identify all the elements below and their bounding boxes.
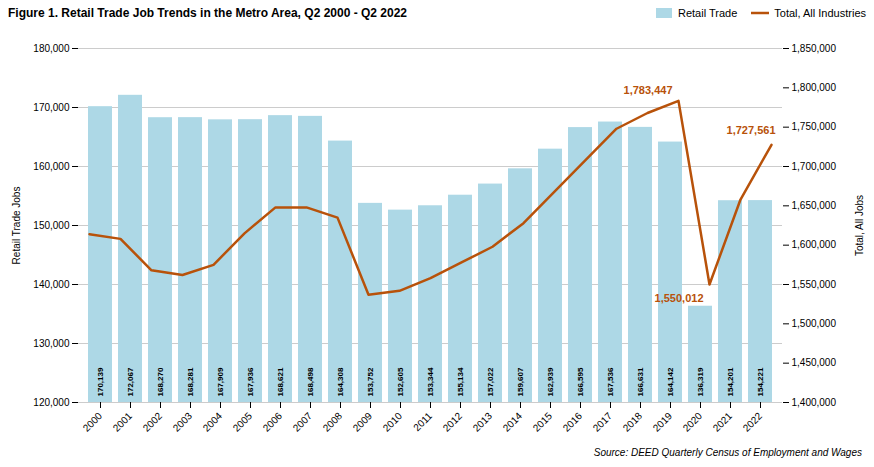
svg-text:153,752: 153,752 <box>366 367 375 396</box>
svg-text:1,783,447: 1,783,447 <box>624 84 673 96</box>
svg-text:2020: 2020 <box>681 410 705 434</box>
svg-text:2021: 2021 <box>711 410 735 434</box>
svg-text:154,221: 154,221 <box>756 367 765 396</box>
svg-text:1,727,561: 1,727,561 <box>727 124 776 136</box>
svg-text:1,700,000: 1,700,000 <box>792 161 837 172</box>
svg-text:2008: 2008 <box>321 410 345 434</box>
svg-text:164,142: 164,142 <box>666 367 675 396</box>
svg-text:164,308: 164,308 <box>336 367 345 396</box>
svg-text:166,631: 166,631 <box>636 367 645 396</box>
svg-text:166,595: 166,595 <box>576 367 585 396</box>
svg-text:167,909: 167,909 <box>216 367 225 396</box>
svg-text:170,139: 170,139 <box>96 367 105 396</box>
svg-text:2009: 2009 <box>351 410 375 434</box>
svg-text:152,605: 152,605 <box>396 367 405 396</box>
svg-text:167,536: 167,536 <box>606 367 615 396</box>
svg-text:168,281: 168,281 <box>186 367 195 396</box>
svg-text:153,344: 153,344 <box>426 367 435 396</box>
html-text:Figure 1. Retail Trade Job Tre: Figure 1. Retail Trade Job Trends in the… <box>8 6 407 20</box>
svg-text:2002: 2002 <box>141 410 165 434</box>
svg-text:162,939: 162,939 <box>546 367 555 396</box>
svg-text:1,500,000: 1,500,000 <box>792 318 837 329</box>
svg-text:167,936: 167,936 <box>246 367 255 396</box>
svg-text:1,750,000: 1,750,000 <box>792 121 837 132</box>
svg-text:2006: 2006 <box>261 410 285 434</box>
svg-text:2000: 2000 <box>81 410 105 434</box>
svg-text:2003: 2003 <box>171 410 195 434</box>
svg-text:2016: 2016 <box>561 410 585 434</box>
svg-text:130,000: 130,000 <box>33 338 70 349</box>
svg-text:170,000: 170,000 <box>33 102 70 113</box>
svg-text:2007: 2007 <box>291 410 315 434</box>
svg-text:2001: 2001 <box>111 410 135 434</box>
svg-text:1,850,000: 1,850,000 <box>792 43 837 54</box>
svg-text:2004: 2004 <box>201 410 225 434</box>
svg-text:160,000: 160,000 <box>33 161 70 172</box>
svg-text:1,550,000: 1,550,000 <box>792 279 837 290</box>
svg-text:2012: 2012 <box>441 410 465 434</box>
html-text:Retail Trade: Retail Trade <box>678 7 738 19</box>
svg-text:140,000: 140,000 <box>33 279 70 290</box>
svg-text:120,000: 120,000 <box>33 397 70 408</box>
svg-text:2010: 2010 <box>381 410 405 434</box>
svg-text:2019: 2019 <box>651 410 675 434</box>
svg-text:Retail Trade Jobs: Retail Trade Jobs <box>11 187 22 265</box>
svg-text:2013: 2013 <box>471 410 495 434</box>
svg-text:155,134: 155,134 <box>456 367 465 396</box>
svg-text:1,400,000: 1,400,000 <box>792 397 837 408</box>
svg-text:2011: 2011 <box>411 410 434 433</box>
svg-text:2018: 2018 <box>621 410 645 434</box>
svg-text:168,498: 168,498 <box>306 367 315 396</box>
svg-text:2015: 2015 <box>531 410 555 434</box>
svg-text:1,800,000: 1,800,000 <box>792 82 837 93</box>
svg-text:1,600,000: 1,600,000 <box>792 239 837 250</box>
html-text:Total, All Industries: Total, All Industries <box>774 7 866 19</box>
svg-text:2017: 2017 <box>591 410 615 434</box>
svg-text:1,550,012: 1,550,012 <box>655 292 704 304</box>
svg-text:Total, All Jobs: Total, All Jobs <box>854 195 865 256</box>
svg-text:168,270: 168,270 <box>156 367 165 396</box>
html-text:Source: DEED Quarterly Census: Source: DEED Quarterly Census of Employm… <box>593 447 862 458</box>
svg-text:154,201: 154,201 <box>726 367 735 396</box>
svg-text:157,022: 157,022 <box>486 367 495 396</box>
svg-text:150,000: 150,000 <box>33 220 70 231</box>
svg-text:159,607: 159,607 <box>516 367 525 396</box>
svg-text:2014: 2014 <box>501 410 525 434</box>
svg-text:136,319: 136,319 <box>696 367 705 396</box>
svg-text:2022: 2022 <box>741 410 765 434</box>
svg-text:180,000: 180,000 <box>33 43 70 54</box>
svg-text:1,450,000: 1,450,000 <box>792 357 837 368</box>
svg-text:172,067: 172,067 <box>126 367 135 396</box>
svg-text:2005: 2005 <box>231 410 255 434</box>
svg-text:1,650,000: 1,650,000 <box>792 200 837 211</box>
svg-text:168,621: 168,621 <box>276 367 285 396</box>
